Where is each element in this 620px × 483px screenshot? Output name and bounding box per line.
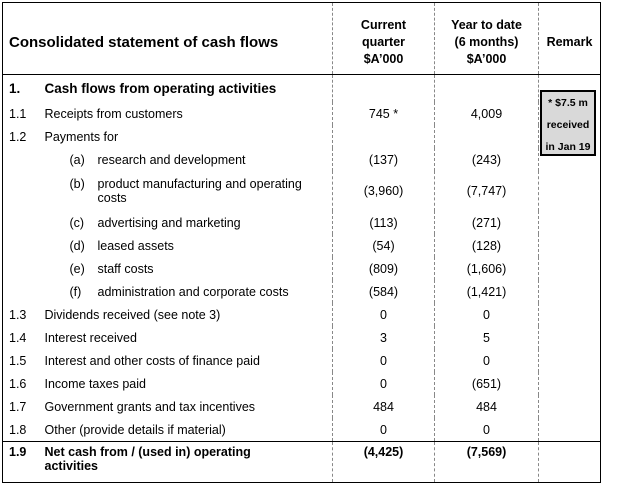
current-quarter-value: 3 <box>332 326 435 349</box>
row-letter: (e) <box>69 261 85 276</box>
row-label: Other (provide details if material) <box>44 422 226 437</box>
statement-title: Consolidated statement of cash flows <box>2 2 333 75</box>
row-label: leased assets <box>97 238 174 253</box>
row-label: research and development <box>97 152 246 167</box>
remark-note-line: in Jan 19 <box>545 141 591 153</box>
row-label: staff costs <box>97 261 154 276</box>
current-quarter-header-line: quarter <box>361 34 406 49</box>
ytd-total: (7,569) <box>434 441 539 483</box>
table-row: 1.3 Dividends received (see note 3) 0 0 <box>2 303 601 326</box>
row-label: Dividends received (see note 3) <box>44 307 221 322</box>
section-label: Cash flows from operating activities <box>44 80 277 96</box>
row-number: 1.8 <box>2 418 43 442</box>
row-number: 1.6 <box>2 372 43 395</box>
ytd-value: (128) <box>434 234 539 257</box>
current-quarter-value: (54) <box>332 234 435 257</box>
ytd-value: 5 <box>434 326 539 349</box>
row-letter: (f) <box>69 284 82 299</box>
row-number: 1.1 <box>2 102 43 125</box>
current-quarter-total: (4,425) <box>332 441 435 483</box>
table-row: 1.2 Payments for <box>2 125 601 148</box>
table-row: 1.6 Income taxes paid 0 (651) <box>2 372 601 395</box>
current-quarter-value: 0 <box>332 349 435 372</box>
section-number: 1. <box>2 74 43 102</box>
row-number: 1.3 <box>2 303 43 326</box>
remark-header: Remark <box>538 2 601 75</box>
current-quarter-header-unit: $A’000 <box>363 51 404 66</box>
row-letter: (a) <box>69 152 85 167</box>
ytd-value: 4,009 <box>434 102 539 125</box>
table-row: (a) research and development (137) (243) <box>2 148 601 171</box>
remark-note-line: received <box>546 119 590 131</box>
row-number: 1.4 <box>2 326 43 349</box>
row-number: 1.9 <box>2 441 43 483</box>
table-row: 1.4 Interest received 3 5 <box>2 326 601 349</box>
row-label: Interest and other costs of finance paid <box>44 353 260 368</box>
row-letter: (b) <box>69 177 85 191</box>
current-quarter-value: (137) <box>332 148 435 171</box>
table-row: (e) staff costs (809) (1,606) <box>2 257 601 280</box>
ytd-value: 0 <box>434 303 539 326</box>
row-letter: (c) <box>69 215 85 230</box>
current-quarter-value: 0 <box>332 303 435 326</box>
table-row: 1.5 Interest and other costs of finance … <box>2 349 601 372</box>
table-row: 1.7 Government grants and tax incentives… <box>2 395 601 418</box>
row-label: product manufacturing and operating cost… <box>97 177 302 205</box>
current-quarter-header: Current quarter $A’000 <box>332 2 435 75</box>
ytd-value: (651) <box>434 372 539 395</box>
current-quarter-value: 484 <box>332 395 435 418</box>
section-row: 1. Cash flows from operating activities <box>2 74 601 102</box>
year-to-date-header: Year to date (6 months) $A’000 <box>434 2 539 75</box>
ytd-header-line: Year to date <box>451 17 522 32</box>
current-quarter-value: (584) <box>332 280 435 303</box>
total-row: 1.9 Net cash from / (used in) operating … <box>2 441 601 483</box>
row-number: 1.7 <box>2 395 43 418</box>
row-label: Receipts from customers <box>44 106 183 121</box>
row-number: 1.5 <box>2 349 43 372</box>
table-row: 1.8 Other (provide details if material) … <box>2 418 601 442</box>
row-label: administration and corporate costs <box>97 284 289 299</box>
remark-note-box: * $7.5 m received in Jan 19 <box>540 90 596 156</box>
ytd-value: (1,421) <box>434 280 539 303</box>
current-quarter-value: 0 <box>332 372 435 395</box>
ytd-value: (243) <box>434 148 539 171</box>
ytd-value: (1,606) <box>434 257 539 280</box>
table-row: 1.1 Receipts from customers 745 * 4,009 <box>2 102 601 125</box>
cash-flow-table: Consolidated statement of cash flows Cur… <box>2 2 601 483</box>
total-label: Net cash from / (used in) operating acti… <box>42 441 333 483</box>
row-label: Income taxes paid <box>44 376 146 391</box>
table-row: (c) advertising and marketing (113) (271) <box>2 211 601 234</box>
row-letter: (d) <box>69 238 85 253</box>
ytd-value: 484 <box>434 395 539 418</box>
table-header: Consolidated statement of cash flows Cur… <box>2 2 601 75</box>
current-quarter-value: 0 <box>332 418 435 442</box>
ytd-value: 0 <box>434 418 539 442</box>
ytd-value: (7,747) <box>434 171 539 211</box>
current-quarter-value: (809) <box>332 257 435 280</box>
total-label-line: Net cash from / (used in) operating <box>44 445 251 459</box>
row-label: Interest received <box>44 330 137 345</box>
remark-note-line: * $7.5 m <box>548 97 588 109</box>
row-label: advertising and marketing <box>97 215 241 230</box>
current-quarter-value: (113) <box>332 211 435 234</box>
table-row: (f) administration and corporate costs (5… <box>2 280 601 303</box>
ytd-value: 0 <box>434 349 539 372</box>
row-label: Payments for <box>44 129 119 144</box>
row-label: Government grants and tax incentives <box>44 399 256 414</box>
current-quarter-header-line: Current <box>360 17 407 32</box>
ytd-header-line: (6 months) <box>454 34 519 49</box>
table-row: (d) leased assets (54) (128) <box>2 234 601 257</box>
current-quarter-value: (3,960) <box>332 171 435 211</box>
row-number: 1.2 <box>2 125 43 148</box>
ytd-value: (271) <box>434 211 539 234</box>
total-label-line: activities <box>44 459 99 473</box>
ytd-header-unit: $A’000 <box>466 51 507 66</box>
table-row: (b) product manufacturing and operating c… <box>2 171 601 211</box>
current-quarter-value: 745 * <box>332 102 435 125</box>
